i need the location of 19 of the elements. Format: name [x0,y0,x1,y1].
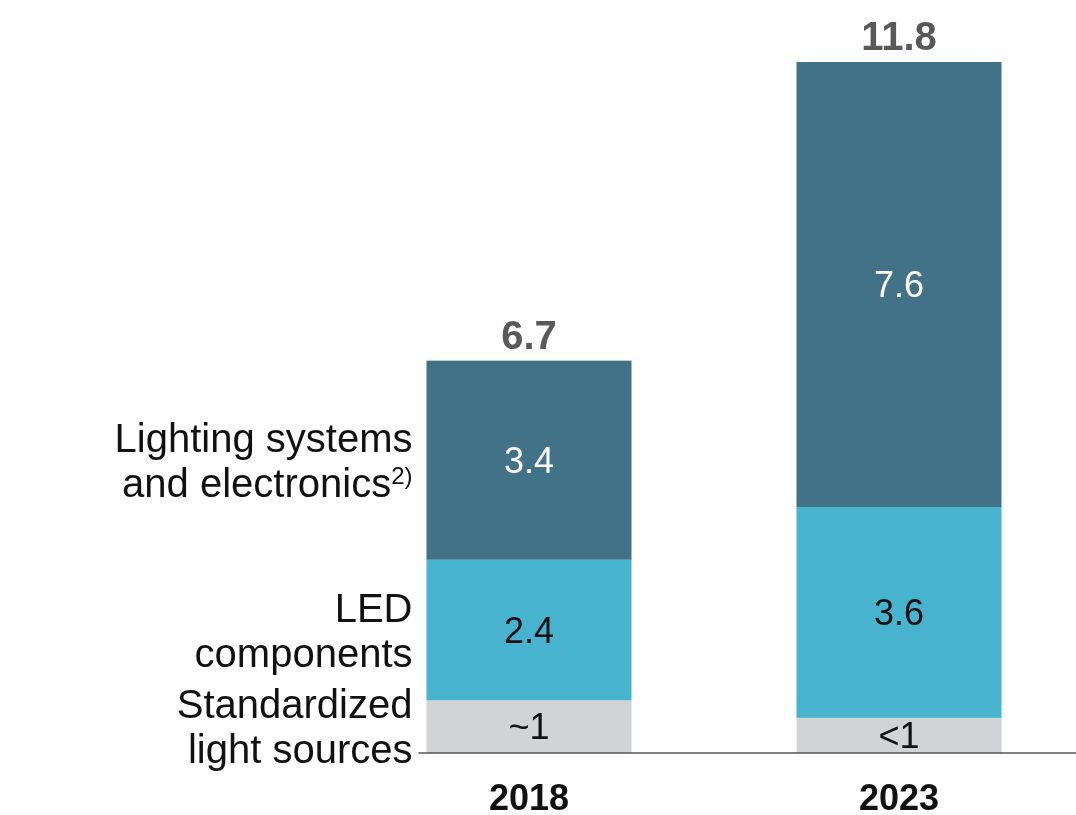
bar [796,507,1002,718]
series-label: Standardized light sources [176,682,413,772]
bar [426,360,632,560]
bar [796,717,1002,753]
data-label: 2.4 [503,609,555,651]
total-label: 6.7 [501,312,557,357]
data-label: 3.6 [873,592,925,634]
x-tick-label: 2018 [488,777,570,815]
data-label: <1 [878,715,920,757]
data-label: 3.4 [503,439,555,481]
series-label: Lighting systems and electronics$^{2)}$ [114,415,413,505]
bar [426,559,632,701]
series-label: LED components [194,585,413,675]
bar [796,62,1002,508]
x-tick-label: 2023 [858,777,940,815]
total-label: 11.8 [861,14,937,58]
data-label: ~1 [508,706,550,748]
data-label: 7.6 [873,264,925,306]
bar [426,700,632,753]
